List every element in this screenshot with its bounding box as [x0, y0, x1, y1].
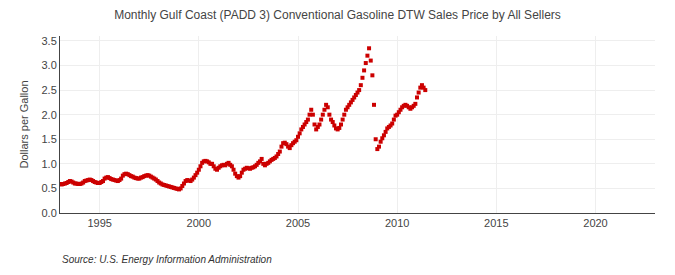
svg-text:Source: U.S. Energy Informatio: Source: U.S. Energy Information Administ…	[62, 254, 272, 265]
svg-text:1995: 1995	[87, 217, 111, 229]
svg-text:3.0: 3.0	[42, 59, 57, 71]
svg-text:2015: 2015	[484, 217, 508, 229]
svg-text:0.0: 0.0	[42, 207, 57, 219]
svg-text:2005: 2005	[286, 217, 310, 229]
svg-text:1.0: 1.0	[42, 158, 57, 170]
svg-text:2.0: 2.0	[42, 109, 57, 121]
svg-text:0.5: 0.5	[42, 182, 57, 194]
svg-text:2.5: 2.5	[42, 84, 57, 96]
svg-text:3.5: 3.5	[42, 35, 57, 47]
svg-text:Monthly Gulf Coast (PADD 3) Co: Monthly Gulf Coast (PADD 3) Conventional…	[114, 8, 561, 22]
svg-text:1.5: 1.5	[42, 133, 57, 145]
svg-text:2000: 2000	[187, 217, 211, 229]
svg-text:2010: 2010	[385, 217, 409, 229]
svg-text:Dollars per Gallon: Dollars per Gallon	[18, 80, 30, 168]
svg-text:2020: 2020	[583, 217, 607, 229]
